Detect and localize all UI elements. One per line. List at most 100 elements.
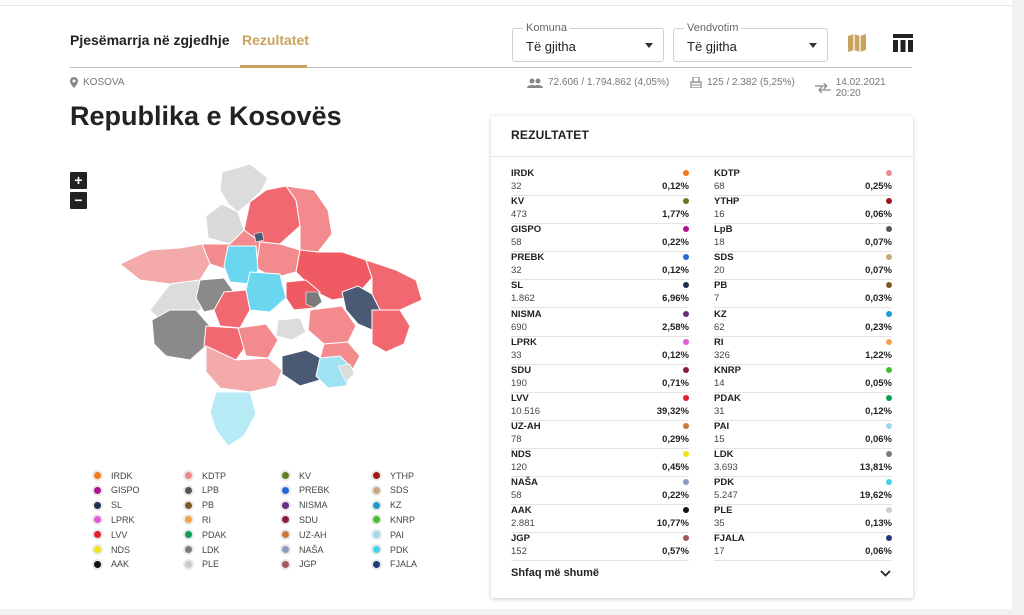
map-region[interactable] [305,291,323,309]
stations-stat: 125 / 2.382 (5,25%) [690,77,795,88]
party-name: SDS [714,252,734,264]
party-result: RI 326 1,22% [714,337,892,365]
table-icon[interactable] [892,32,914,54]
legend-label: LDK [202,544,220,555]
party-votes: 32 [511,265,522,277]
map-region[interactable] [237,323,279,359]
legend-label: RI [202,514,211,525]
party-color-dot [886,170,892,176]
map-region[interactable] [245,271,287,313]
map-region[interactable] [119,243,211,285]
legend-item: JGP [280,558,317,570]
party-votes: 473 [511,209,527,221]
party-name: JGP [511,533,531,545]
tab-turnout[interactable]: Pjesëmarrja në zgjedhje [70,32,230,48]
party-votes: 58 [511,490,522,502]
map-region[interactable] [205,345,283,393]
map-region[interactable] [275,317,307,341]
stations-value: 125 / 2.382 (5,25%) [707,77,795,88]
legend-item: PDK [371,544,409,555]
legend-color-dot [183,529,194,541]
party-name: PDAK [714,392,741,404]
legend-label: PDAK [202,529,227,540]
legend-item: UZ-AH [280,529,327,541]
party-color-dot [683,254,689,261]
party-votes: 18 [714,237,725,249]
caret-down-icon [809,43,817,48]
party-color-dot [886,366,892,373]
legend-color-dot [280,558,291,570]
party-name: NISMA [511,308,542,320]
legend-item: LPRK [92,514,135,526]
map-region[interactable] [209,391,257,447]
voters-stat: 72.606 / 1.794.862 (4,05%) [527,77,669,88]
party-percent: 0,45% [662,462,689,473]
info-bar: KOSOVA 72.606 / 1.794.862 (4,05%) 125 / … [70,77,912,99]
map-region[interactable] [337,363,355,383]
party-votes: 5.247 [714,490,738,502]
legend-color-dot [280,544,291,555]
komuna-select[interactable]: Komuna Të gjitha [512,22,664,62]
legend-color-dot [183,470,194,481]
party-color-dot [683,282,689,289]
page-title: Republika e Kosovës [70,101,342,131]
party-color-dot [886,394,892,401]
legend-item: NISMA [280,499,328,511]
party-votes: 3.693 [714,462,738,473]
legend-item: NAŠA [280,544,324,555]
party-votes: 62 [714,321,725,333]
party-name: LDK [714,449,734,460]
party-result: PDAK 31 0,12% [714,393,892,421]
legend-item: KV [280,470,311,481]
voters-value: 72.606 / 1.794.862 (4,05%) [548,77,670,88]
zoom-in-button[interactable]: + [70,172,87,189]
location-pin-icon [70,77,78,88]
party-percent: 0,12% [865,405,892,417]
party-result: LVV 10.516 39,32% [511,393,689,421]
party-color-dot [683,226,689,233]
active-tab-indicator [240,65,307,68]
zoom-out-button[interactable]: − [70,192,87,209]
party-votes: 190 [511,377,527,389]
legend-item: NDS [92,544,130,555]
party-color-dot [886,254,892,261]
legend-label: PLE [202,559,220,570]
party-name: FJALA [714,533,745,545]
results-panel: REZULTATET IRDK 32 0,12% KV 473 1,77% GISPO 58 0… [491,116,913,598]
party-result: PB 7 0,03% [714,280,892,309]
party-votes: 16 [714,209,725,221]
party-percent: 0,22% [662,490,689,502]
top-divider [0,0,1012,6]
party-percent: 10,77% [656,518,689,530]
legend-item: KZ [371,499,402,511]
party-result: NAŠA 58 0,22% [511,477,689,506]
party-name: GISPO [511,224,542,236]
legend-label: PREBK [299,485,330,496]
chevron-down-icon[interactable] [880,570,891,577]
show-more-button[interactable]: Shfaq më shumë [511,567,600,579]
party-name: KZ [714,308,727,320]
map-region[interactable] [371,309,411,353]
party-votes: 31 [714,405,725,417]
party-result: KZ 62 0,23% [714,309,892,337]
map-region[interactable] [253,231,265,243]
map-region[interactable] [315,355,355,389]
party-percent: 0,13% [865,518,892,530]
tab-results[interactable]: Rezultatet [242,32,309,48]
party-votes: 68 [714,181,725,192]
legend-color-dot [371,484,382,496]
legend-label: KZ [390,500,402,511]
location: KOSOVA [70,77,125,88]
map-icon[interactable] [846,32,868,54]
party-result: KDTP 68 0,25% [714,168,892,196]
party-color-dot [683,170,689,176]
legend-label: LPB [202,485,220,496]
party-votes: 2.881 [511,518,535,530]
party-result: LpB 18 0,07% [714,224,892,253]
map-region[interactable] [151,309,211,361]
party-result: NISMA 690 2,58% [511,309,689,337]
party-percent: 0,07% [865,237,892,249]
map-region[interactable] [365,259,423,311]
party-result: SDU 190 0,71% [511,365,689,393]
vendvotim-select[interactable]: Vendvotim Të gjitha [673,22,828,62]
